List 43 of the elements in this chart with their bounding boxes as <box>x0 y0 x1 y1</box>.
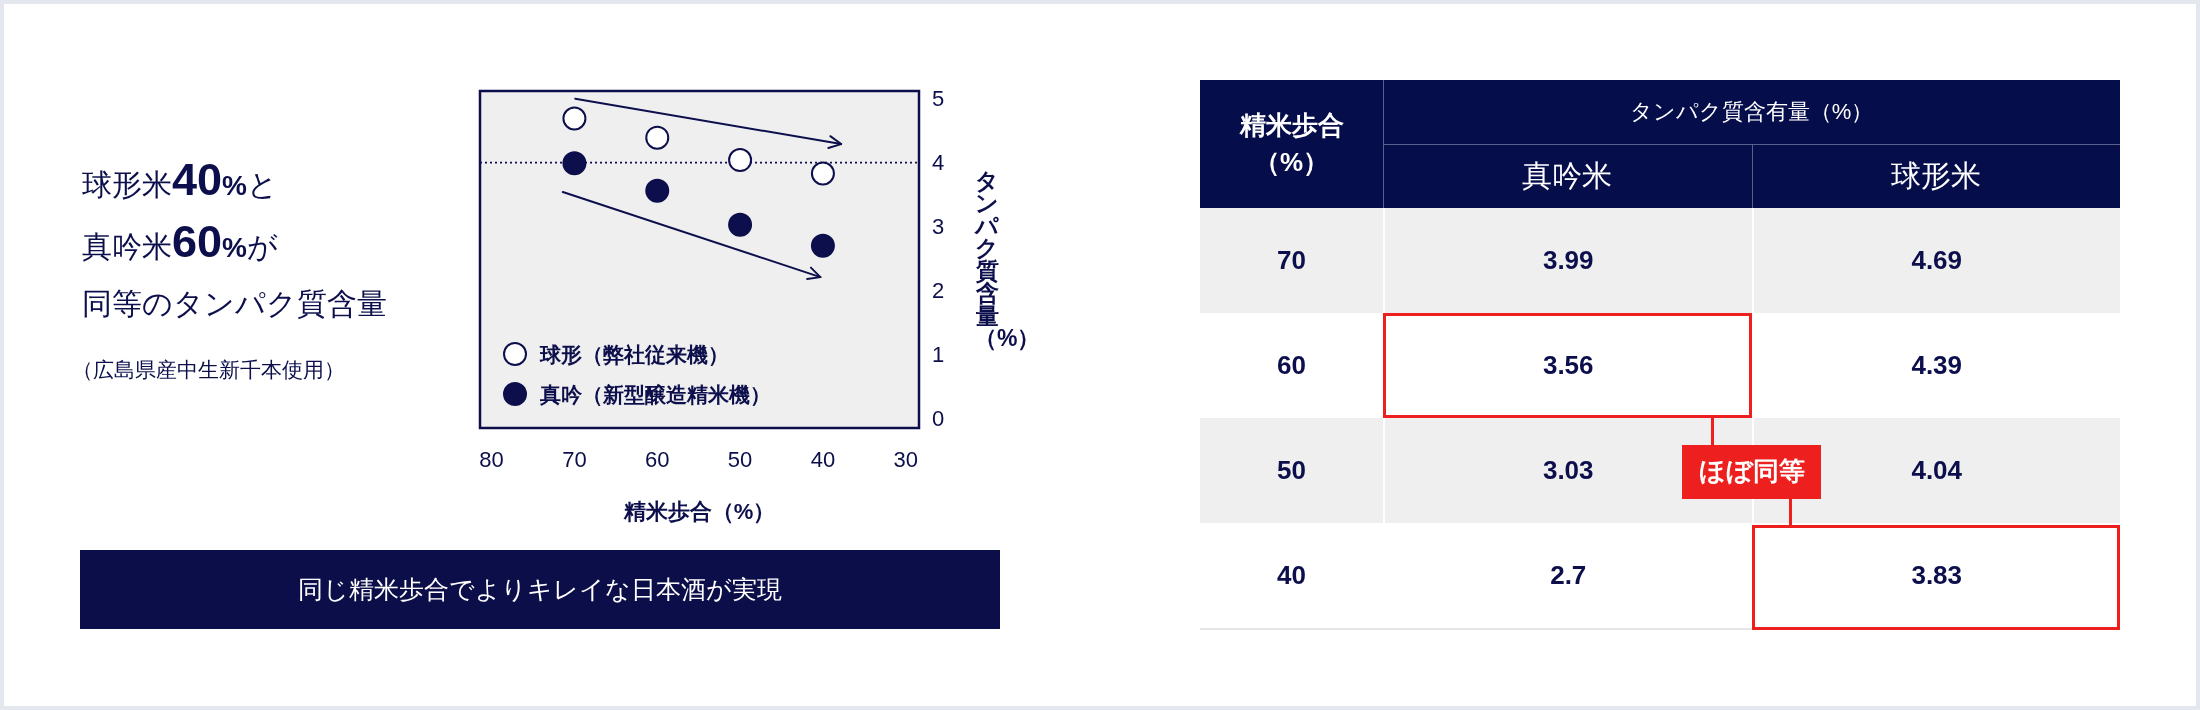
data-label: 3.56 <box>1542 350 1594 381</box>
point <box>645 178 670 203</box>
data-label: 2.7 <box>1550 560 1587 591</box>
x-tick-label: 50 <box>727 446 753 472</box>
point <box>728 212 753 237</box>
x-tick-label: 60 <box>645 446 670 472</box>
x-tick-label: 80 <box>479 446 504 472</box>
legend-label: 真吟（新型醸造精米機） <box>539 382 771 406</box>
data-label: 3.03 <box>1542 455 1594 486</box>
y-tick-label: 2 <box>931 278 945 304</box>
y-tick-label: 0 <box>931 405 945 431</box>
y-axis-title: タンパク質含量（%） <box>974 167 1041 351</box>
point <box>562 106 587 131</box>
point <box>810 233 835 258</box>
text: （広島県産中生新千本使用） <box>72 357 346 383</box>
data-label: 4.04 <box>1911 455 1963 486</box>
y-tick-label: 60 <box>1277 350 1306 381</box>
y-tick-label: 3 <box>931 214 945 240</box>
data-label: 4.39 <box>1911 350 1963 381</box>
data-label: 3.99 <box>1542 245 1594 276</box>
y-tick-label: 70 <box>1277 245 1306 276</box>
legend-label: 球形（弊社従来機） <box>539 342 729 366</box>
text: 同じ精米歩合でよりキレイな日本酒が実現 <box>298 575 782 605</box>
x-tick-label: 球形米 <box>1890 157 1981 194</box>
y-axis-title: 精米歩合（%） <box>1238 109 1345 179</box>
point <box>562 151 587 176</box>
y-tick-label: 1 <box>931 341 945 367</box>
point <box>728 148 753 173</box>
point <box>810 161 835 186</box>
x-tick-label: 30 <box>893 446 918 472</box>
point <box>645 125 670 150</box>
data-label: 4.69 <box>1911 245 1963 276</box>
x-tick-label: 40 <box>810 446 836 472</box>
data-label: 3.83 <box>1911 560 1963 591</box>
annotation: ほぼ同等 <box>1698 455 1805 488</box>
y-tick-label: 40 <box>1277 560 1306 591</box>
x-axis-title: 精米歩合（%） <box>622 498 776 524</box>
x-axis-title: タンパク質含有量（%） <box>1629 98 1874 126</box>
y-tick-label: 5 <box>931 86 945 112</box>
y-tick-label: 4 <box>931 150 945 176</box>
chart-title: 球形米40%と真吟米60%が同等のタンパク質含量 <box>82 154 387 320</box>
x-tick-label: 真吟米 <box>1522 157 1613 194</box>
x-tick-label: 70 <box>562 446 587 472</box>
